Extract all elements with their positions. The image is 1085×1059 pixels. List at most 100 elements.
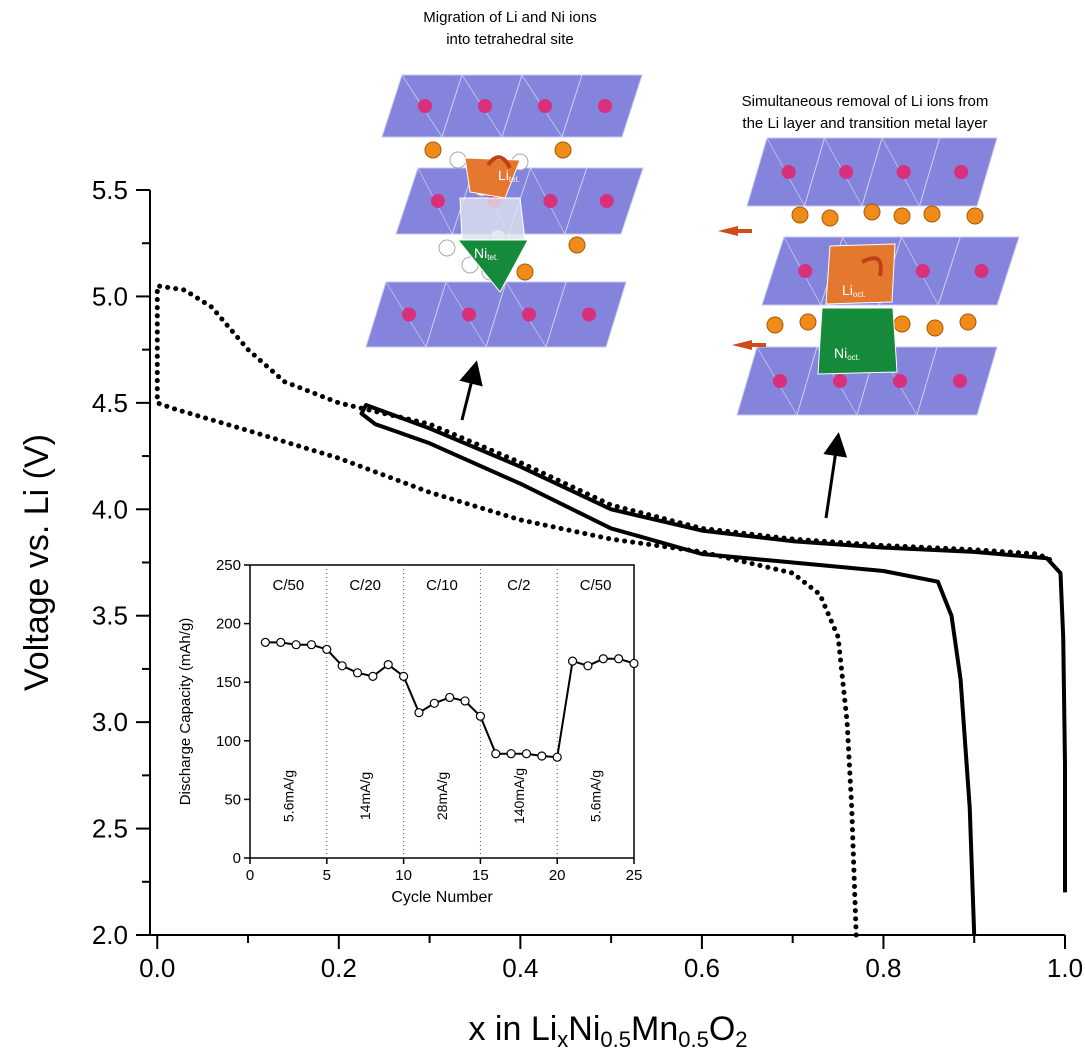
- tm-ion: [953, 374, 967, 388]
- inset-point: [337, 661, 347, 671]
- move-arrow: [861, 256, 883, 277]
- inset-point: [475, 711, 485, 721]
- oct-site: [459, 197, 526, 241]
- inset-x-tick-label: 5: [323, 867, 331, 884]
- tm-ion: [418, 99, 432, 113]
- x-tick-label: 0.6: [684, 953, 720, 983]
- tm-ion: [798, 264, 813, 278]
- oct-site: [817, 307, 898, 375]
- inset-point: [291, 640, 301, 650]
- y-tick-label: 5.5: [92, 175, 128, 205]
- x-tick-label: 0.8: [865, 953, 901, 983]
- rate-label: C/2: [507, 577, 530, 594]
- inset-point: [306, 640, 317, 650]
- inset-point: [629, 658, 639, 669]
- inset-point: [276, 637, 286, 647]
- inset-y-tick-label: 50: [224, 791, 241, 808]
- site-label: Litet.: [498, 167, 520, 184]
- annotation: the Li layer and transition metal layer: [742, 115, 987, 132]
- ion: [516, 263, 534, 281]
- inset-point: [383, 660, 393, 670]
- y-axis-title: Voltage vs. Li (V): [18, 434, 56, 691]
- slab-edge: [425, 281, 447, 348]
- rate-label: C/50: [580, 577, 612, 594]
- inset-y-tick-label: 0: [233, 850, 241, 867]
- inset-x-tick-label: 10: [395, 867, 412, 884]
- tm-ion: [781, 165, 796, 179]
- x-axis-title-part: x: [557, 1027, 568, 1052]
- current-label: 28mA/g: [434, 772, 450, 820]
- crystal-slab: [746, 137, 998, 207]
- inset-x-tick-label: 20: [549, 867, 566, 884]
- ion: [791, 206, 809, 224]
- inset-point: [521, 749, 532, 759]
- inset-point: [614, 654, 624, 664]
- inset-point: [414, 708, 424, 718]
- annotation: Simultaneous removal of Li ions from: [742, 93, 989, 110]
- inset-x-tick-label: 25: [626, 867, 643, 884]
- slab-edge: [441, 74, 463, 138]
- slab-edge: [919, 137, 940, 207]
- tm-ion: [954, 165, 969, 179]
- move-arrow: [732, 340, 766, 350]
- site-label-part: Li: [498, 167, 509, 183]
- inset-point: [460, 696, 470, 706]
- tm-ion: [893, 374, 907, 388]
- crystal-slab: [381, 74, 643, 138]
- slab-edge: [564, 167, 588, 235]
- inset-x-tick-label: 0: [246, 867, 254, 884]
- inset-y-tick-label: 150: [216, 674, 241, 691]
- tm-ion: [896, 165, 911, 179]
- tm-ion: [915, 264, 930, 278]
- ion: [893, 207, 911, 225]
- ion: [554, 141, 572, 159]
- tm-ion: [538, 99, 552, 113]
- ion: [424, 141, 442, 159]
- slab-edge: [796, 346, 818, 416]
- tm-ion: [598, 99, 612, 113]
- rate-label: C/20: [349, 577, 381, 594]
- inset-point: [552, 752, 562, 762]
- tet-site: [456, 239, 529, 293]
- move-arrow: [486, 155, 512, 169]
- tm-ion: [543, 194, 558, 208]
- slab-edge: [545, 281, 567, 348]
- y-tick-label: 2.0: [92, 920, 128, 950]
- ion: [863, 203, 881, 221]
- tm-ion: [522, 307, 536, 322]
- inset-point: [399, 671, 409, 681]
- inset-y-title: Discharge Capacity (mAh/g): [177, 618, 194, 806]
- annotation: Migration of Li and Ni ions: [423, 9, 596, 26]
- y-tick-label: 4.0: [92, 494, 128, 524]
- site-label-part: oct.: [847, 353, 860, 362]
- tm-ion: [839, 165, 854, 179]
- ion: [766, 316, 784, 334]
- inset-point: [352, 668, 363, 678]
- y-tick-label: 5.0: [92, 281, 128, 311]
- tm-ion: [773, 374, 787, 388]
- inset-point: [260, 637, 270, 647]
- tm-ion: [402, 307, 416, 322]
- slab-edge: [561, 74, 583, 138]
- ion: [959, 313, 977, 331]
- slab-edge: [485, 281, 507, 348]
- site-label: Nitet.: [474, 245, 498, 262]
- inset-y-tick-label: 250: [216, 557, 241, 574]
- current-label: 5.6mA/g: [280, 770, 296, 822]
- site-label-part: tet.: [509, 175, 520, 184]
- rate-label: C/10: [426, 577, 458, 594]
- site-label-part: oct.: [853, 290, 866, 299]
- rate-label: C/50: [273, 577, 305, 594]
- ion: [893, 315, 911, 333]
- current-label: 5.6mA/g: [588, 770, 604, 822]
- site-label-part: tet.: [487, 253, 498, 262]
- ion: [438, 239, 456, 257]
- pointer-arrow: [823, 432, 848, 519]
- inset-x-tick-label: 15: [472, 867, 489, 884]
- site-label-part: Li: [842, 282, 853, 298]
- slab-edge: [937, 236, 961, 306]
- crystal-slab: [365, 281, 627, 348]
- x-axis-title-part: 0.5: [678, 1027, 709, 1052]
- y-tick-label: 3.5: [92, 601, 128, 631]
